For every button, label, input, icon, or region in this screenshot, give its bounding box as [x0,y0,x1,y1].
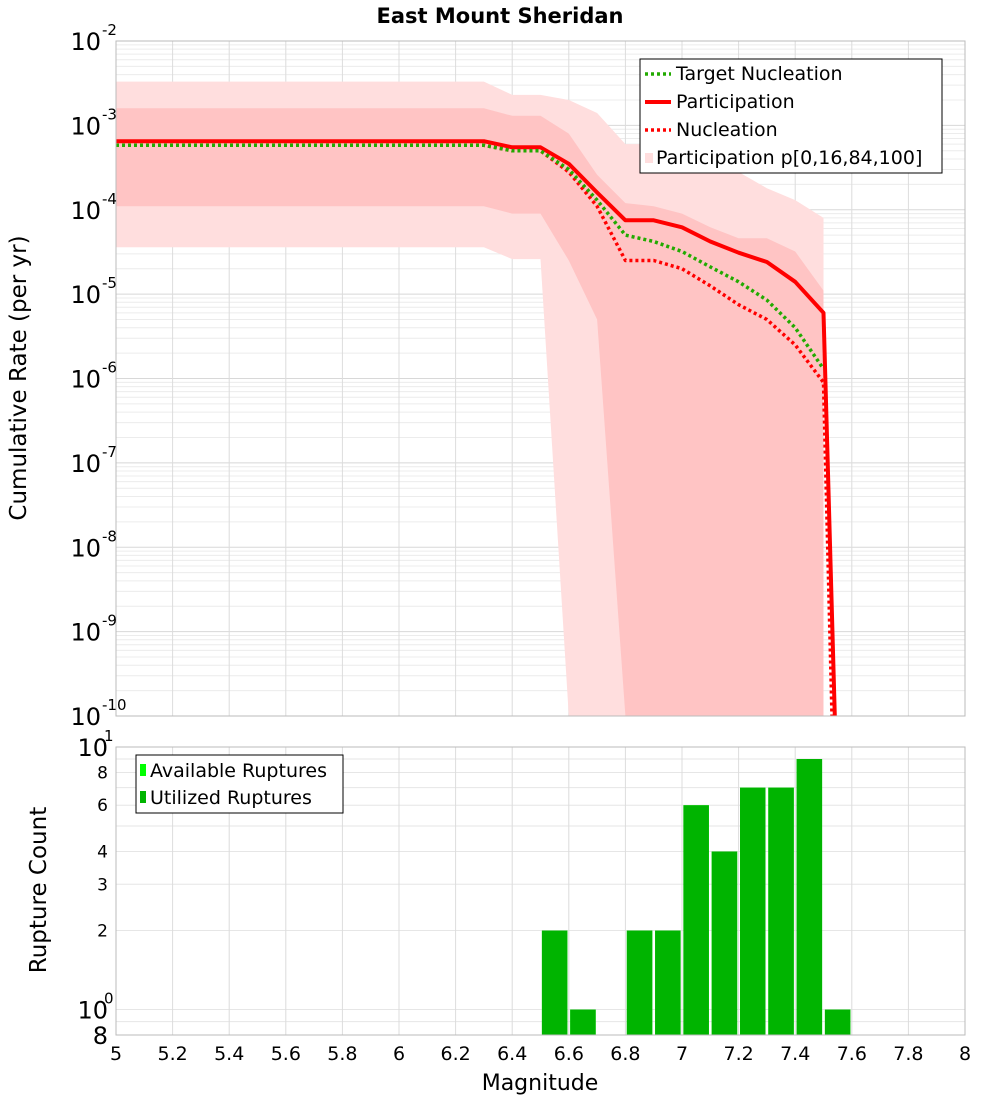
y-tick-label: 10 [70,450,101,478]
y-tick-exponent: -2 [102,21,117,39]
legend-swatch-available-ruptures [140,764,146,776]
y-tick-exponent: -9 [102,612,117,630]
bar-utilized-ruptures [626,930,653,1035]
y-tick-label: 10 [70,619,101,647]
legend-swatch-utilized-ruptures [140,791,146,803]
y-tick-label: 10 [77,734,108,762]
legend-label-target-nucleation: Target Nucleation [675,63,843,85]
legend-label-participation-p-0-16-84-100: Participation p[0,16,84,100] [656,147,922,169]
bar-utilized-ruptures [768,787,794,1035]
y-tick-exponent: -10 [102,696,127,714]
bar-utilized-ruptures [655,930,681,1035]
y-tick-label: 10 [70,703,101,731]
x-tick-label: 8 [959,1043,971,1065]
line-nucleation [116,143,834,717]
bar-utilized-ruptures [740,787,766,1035]
top-y-axis-label: Cumulative Rate (per yr) [6,235,32,520]
x-axis-label: Magnitude [482,1071,599,1096]
legend-label-utilized-ruptures: Utilized Ruptures [150,787,312,809]
y-tick-label: 10 [70,534,101,562]
y-tick-label: 8 [97,763,108,783]
legend-swatch-participation-p-0-16-84-100 [645,153,653,163]
x-tick-label: 6.2 [440,1043,470,1065]
bottom-legend-box [135,754,344,814]
bottom-legend: Available Ruptures Utilized Ruptures [135,754,344,814]
bottom-plot-frame [115,746,966,1036]
y-tick-label: 3 [97,875,108,895]
x-tick-label: 6.4 [497,1043,527,1065]
legend-label-participation: Participation [676,91,795,113]
x-tick-label: 6 [393,1043,405,1065]
y-tick-label: 4 [97,842,108,862]
y-tick-label: 2 [97,922,108,942]
y-tick-exponent: 1 [104,727,114,745]
x-tick-label: 7.2 [723,1043,753,1065]
x-tick-label: 7.4 [780,1043,810,1065]
x-tick-label: 5.6 [271,1043,301,1065]
x-tick-label: 5.8 [327,1043,357,1065]
bar-utilized-ruptures [570,1009,596,1035]
legend-label-nucleation: Nucleation [676,119,778,141]
rate-plot: 10-210-310-410-510-610-710-810-910 -10Tar… [70,21,966,731]
y-tick-label: 10 [77,997,108,1025]
y-tick-label: 10 [70,28,101,56]
y-tick-label: 10 [70,112,101,140]
x-tick-label: 7.6 [837,1043,867,1065]
x-tick-label: 6.8 [610,1043,640,1065]
line-participation [116,139,837,717]
x-tick-label: 5 [110,1043,122,1065]
y-tick-exponent: -4 [102,190,117,208]
y-tick-label: 10 [70,281,101,309]
y-tick-label: 10 [70,366,101,394]
bar-utilized-ruptures [711,851,738,1035]
x-tick-label: 5.2 [157,1043,187,1065]
chart-title: East Mount Sheridan [377,4,624,28]
y-tick-exponent: -7 [102,443,117,461]
x-tick-label: 7.8 [893,1043,923,1065]
y-tick-label: 6 [97,796,108,816]
line-target-nucleation [116,143,825,370]
x-tick-label: 7 [676,1043,688,1065]
bar-utilized-ruptures [541,930,568,1035]
legend-label-available-ruptures: Available Ruptures [150,760,327,782]
top-legend-box [639,58,943,174]
x-tick-label: 6.6 [554,1043,584,1065]
bars [541,759,851,1035]
x-tick-label: 5.4 [214,1043,244,1065]
y-tick-label: 10 [70,197,101,225]
y-tick-exponent: -3 [102,105,117,123]
y-tick-exponent: -6 [102,359,117,377]
bar-utilized-ruptures [683,805,709,1035]
y-tick-label: 8 [93,1022,108,1050]
bar-utilized-ruptures [824,1009,851,1035]
y-tick-exponent: -5 [102,274,117,292]
band-participation-p16-p84 [116,108,824,716]
top-legend: Target Nucleation Participation Nucleation… [639,58,943,174]
bottom-y-axis-label: Rupture Count [26,807,52,973]
y-tick-exponent: -8 [102,527,117,545]
bar-utilized-ruptures [796,759,823,1035]
y-tick-exponent: 0 [104,990,114,1008]
top-plot-frame [115,40,966,717]
